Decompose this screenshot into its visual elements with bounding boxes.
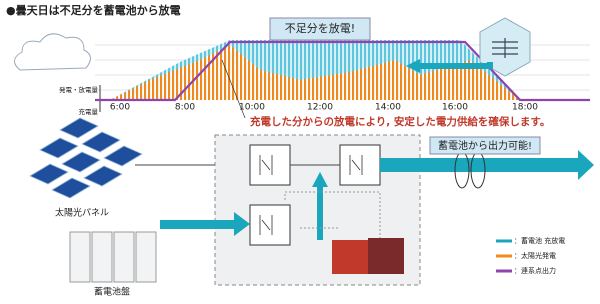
controller [368,238,404,274]
controller [332,240,368,274]
time-label: 16:00 [442,103,468,113]
control-line [284,191,381,250]
node-label: 蓄電池盤 [94,286,130,298]
legend-label: ：太陽光発電 [514,251,556,260]
callout-box [269,17,371,41]
solar-area [110,45,520,100]
legend-label: ：連系点出力 [514,266,556,275]
legend-label: ：蓄電池 充放電 [514,236,565,245]
callout-text: 不足分を放電! [285,21,355,35]
time-label: 8:00 [175,103,195,113]
time-label: 10:00 [239,103,265,113]
battery-symbol [492,38,518,58]
arrow-head [234,212,250,236]
arrow-head [578,150,594,180]
y-label: 発電・放電量 [59,85,99,94]
title: ●曇天日は不足分を蓄電池から放電 [6,3,181,17]
output-arrow [380,158,580,172]
time-label: 14:00 [375,103,401,113]
solar-panels [29,117,143,199]
message: 充電した分からの放電により, 安定した電力供給を確保します。 [250,115,550,128]
inverter [249,144,381,246]
output-line [95,40,590,102]
inverter-symbol [259,155,363,235]
time-label: 6:00 [110,103,130,113]
arrow-head [312,172,328,187]
cloud-icon [14,33,91,71]
charge-arrow [160,220,235,229]
arrow-head [406,59,420,73]
output-callout-box [429,136,541,155]
battery-cabinets [69,231,157,283]
discharge-arrow [420,62,493,69]
output-callout: 蓄電池から出力可能! [438,139,532,152]
node-label: 太陽光パネル [55,207,109,219]
y-label: 充電量 [79,107,99,116]
time-label: 12:00 [307,103,333,113]
time-label: 18:00 [512,103,538,113]
leader-line [221,59,246,119]
